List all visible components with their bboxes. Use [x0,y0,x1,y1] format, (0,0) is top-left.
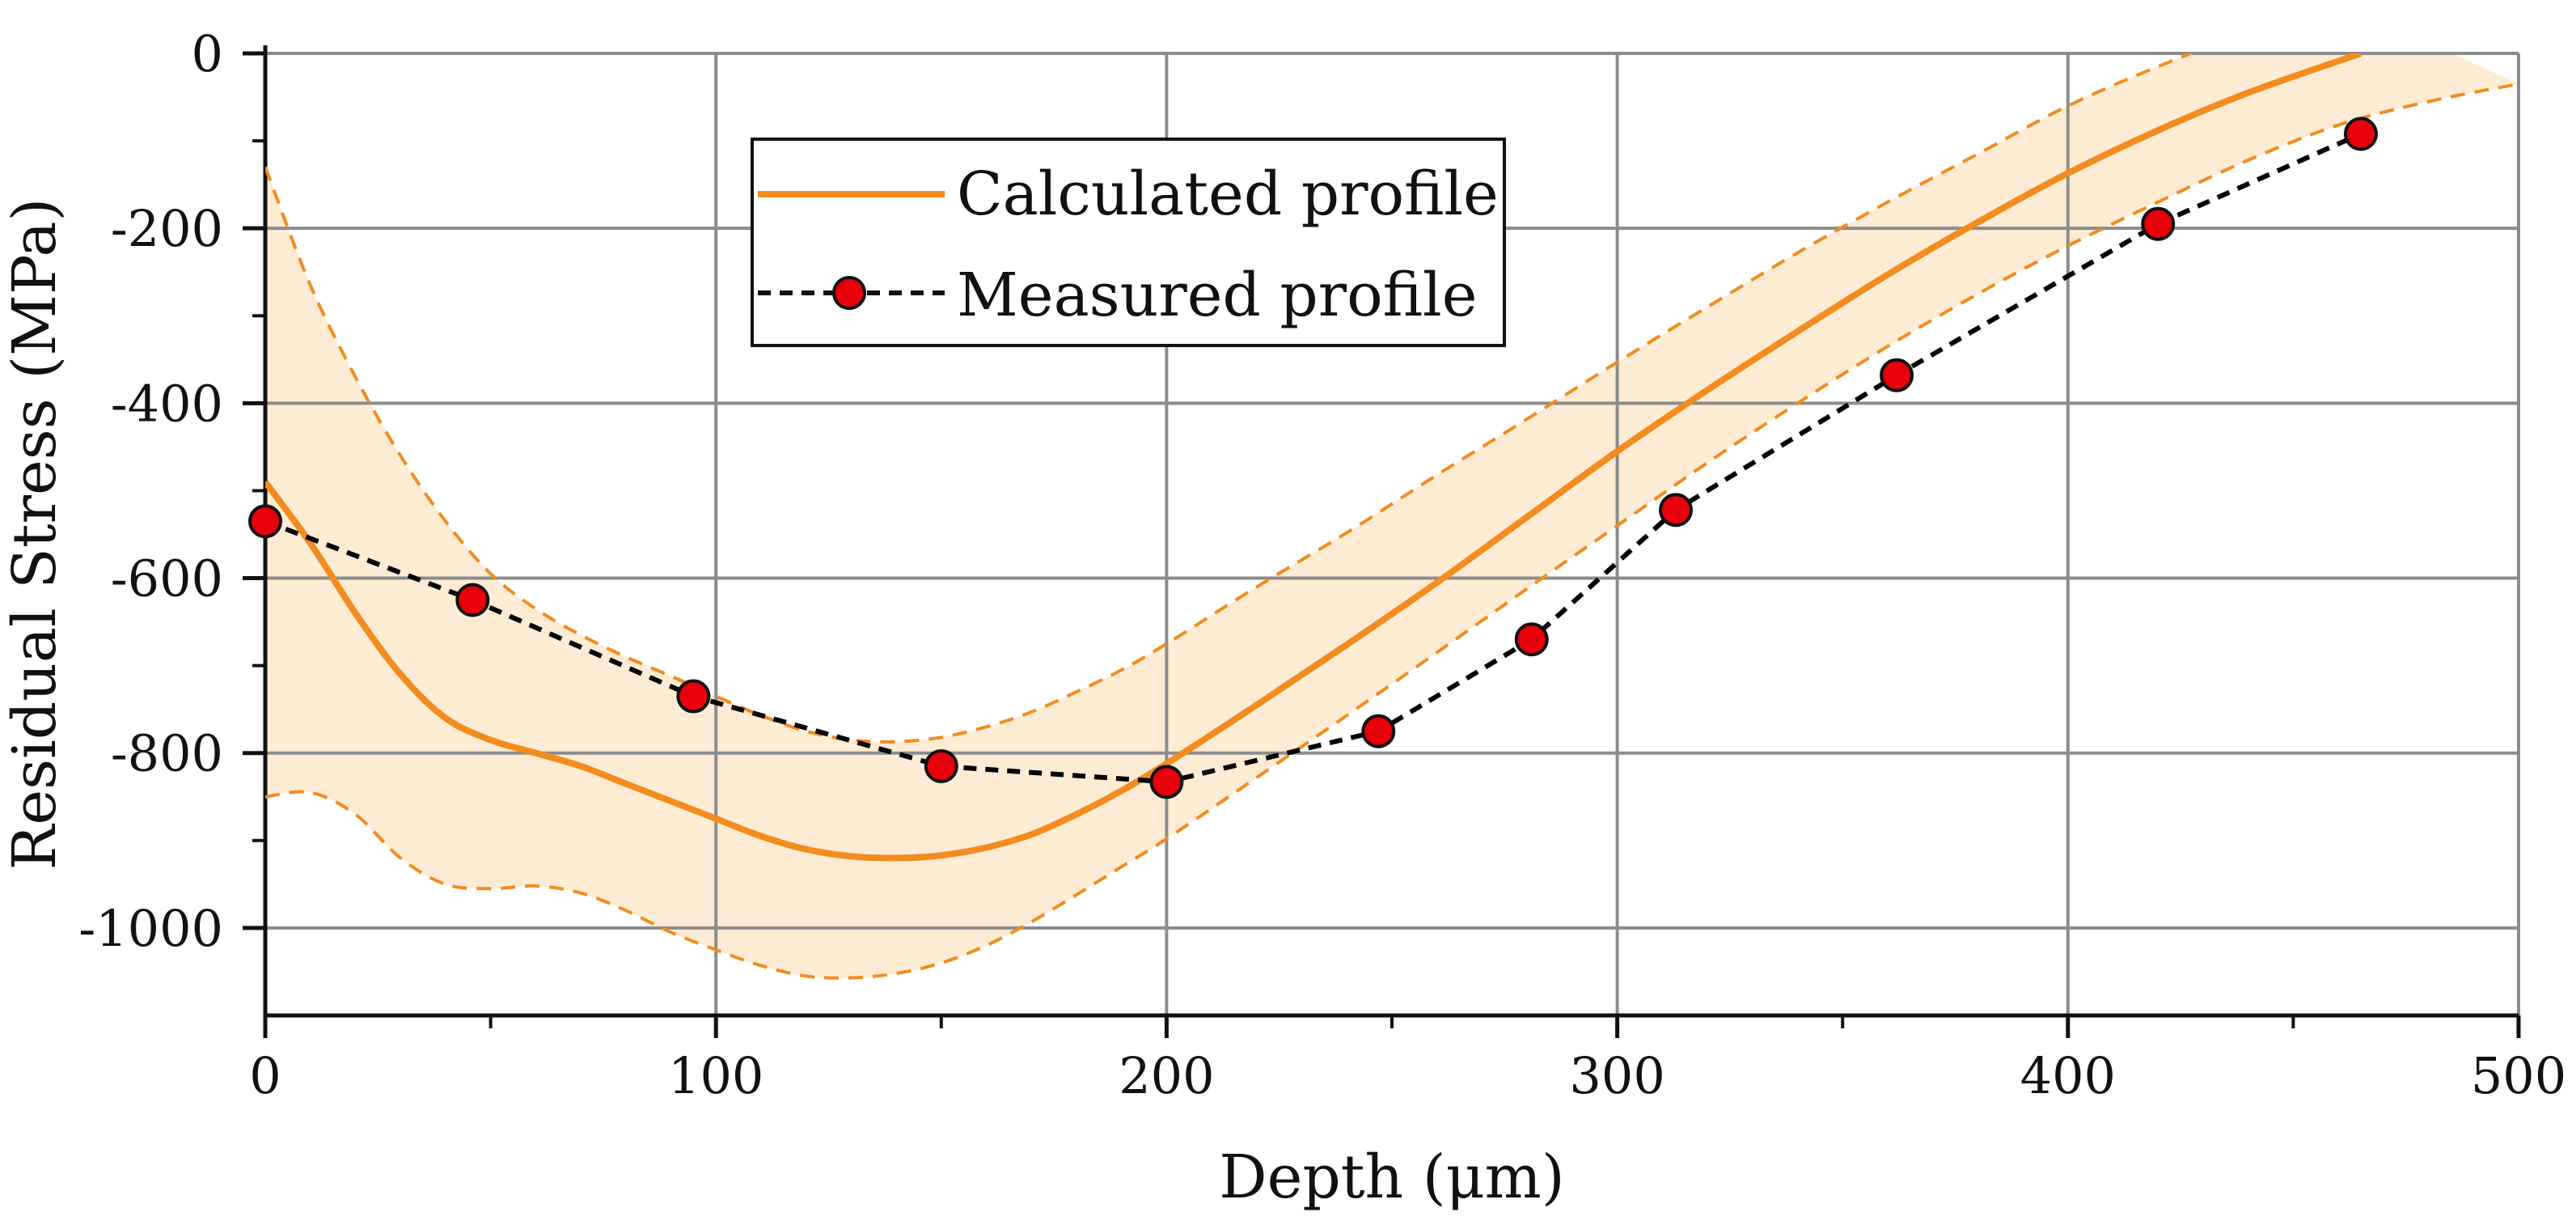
calculated-upper-bound-line [265,53,2195,744]
x-tick-label-300: 300 [1569,1046,1664,1105]
x-tick-label-200: 200 [1119,1046,1214,1105]
measured-point-1 [455,583,490,617]
legend-measured-label: Measured profile [957,261,1478,330]
y-tick-label-m800: -800 [111,724,223,783]
x-tick-label-0: 0 [249,1046,281,1105]
y-tick-label-m400: -400 [111,374,223,433]
measured-point-4 [1149,765,1184,799]
measured-point-8 [1880,358,1914,392]
measured-point-7 [1659,493,1694,528]
y-axis-title: Residual Stress (MPa) [0,198,70,871]
y-tick-label-0: 0 [192,24,223,83]
x-tick-label-500: 500 [2471,1046,2566,1105]
measured-point-10 [2343,117,2378,151]
y-tick-label-m600: -600 [111,549,223,608]
measured-point-0 [248,504,282,539]
tick-labels: 0 100 200 300 400 500 0 -200 -400 -600 -800 -1000 [78,24,2566,1105]
measured-point-9 [2141,206,2176,241]
x-tick-label-400: 400 [2020,1046,2116,1105]
calculated-profile-line [265,53,2362,862]
x-axis-title: Depth (μm) [1219,1142,1564,1212]
plot-area: 0 100 200 300 400 500 0 -200 -400 -600 -800 -1000 [78,24,2566,1105]
x-tick-label-100: 100 [668,1046,763,1105]
legend-calculated-label: Calculated profile [957,159,1499,229]
y-tick-label-m200: -200 [111,199,223,258]
measured-point-6 [1514,622,1549,657]
calculated-lower-bound-line [265,82,2519,980]
measured-point-5 [1361,714,1396,748]
y-tick-label-m1000: -1000 [78,899,223,958]
uncertainty-band [265,53,2519,978]
measured-point-2 [676,679,711,714]
marker-layer [248,117,2378,799]
measured-point-3 [924,748,958,783]
legend-box [751,138,1506,347]
grid [265,52,2520,1015]
legend-measured-marker [832,276,866,310]
legend: Calculated profile Measured profile [751,138,1506,347]
